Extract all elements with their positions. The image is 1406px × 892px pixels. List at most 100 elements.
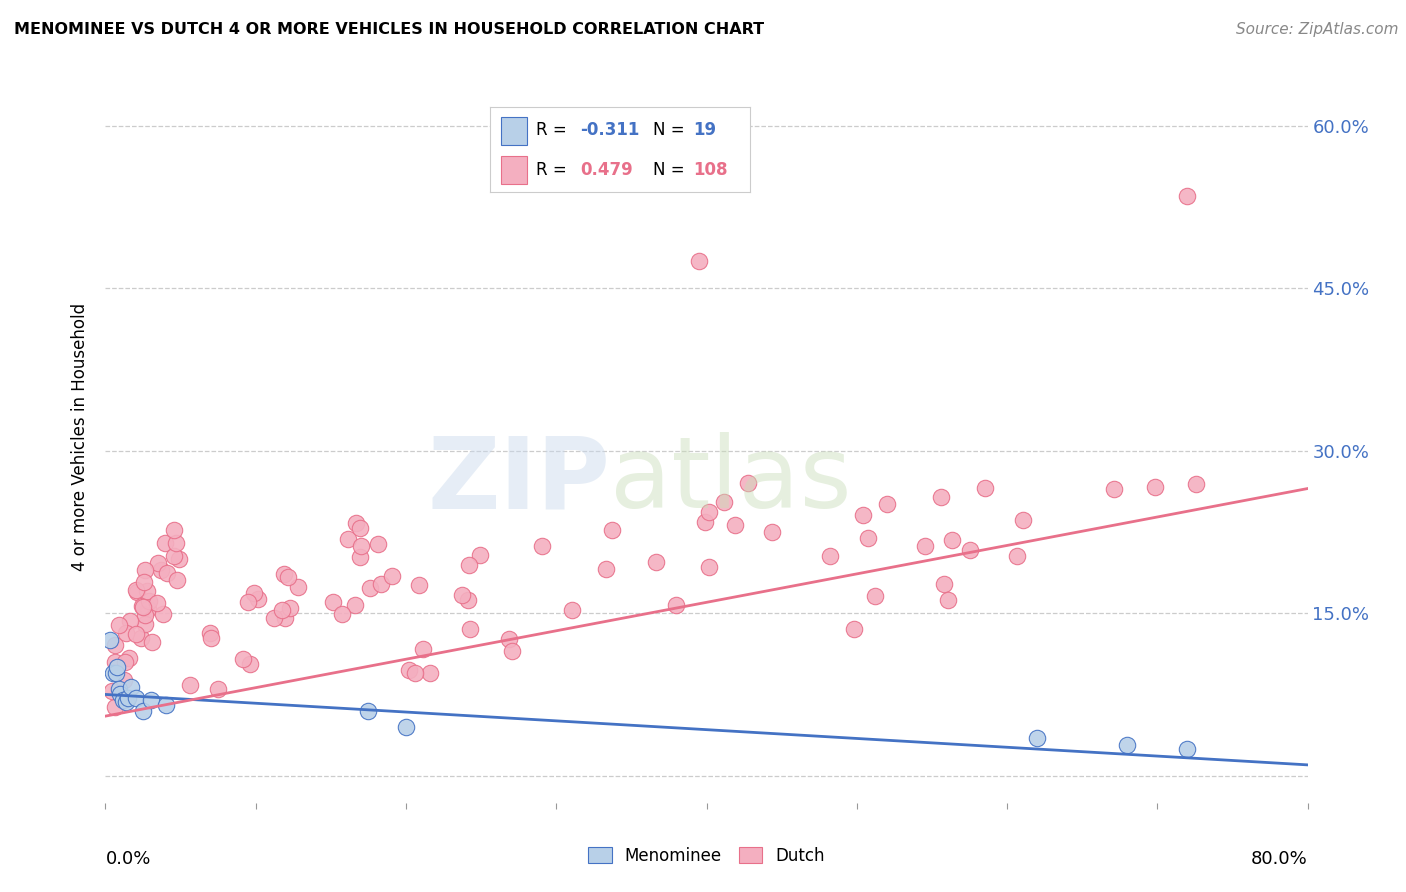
Point: [270, 603, 292, 617]
Point: [498, 632, 520, 647]
Point: [163, 524, 186, 538]
Text: atlas: atlas: [610, 433, 852, 530]
FancyBboxPatch shape: [501, 155, 527, 184]
Point: [287, 580, 309, 594]
Point: [330, 607, 353, 622]
Text: N =: N =: [652, 120, 689, 139]
Point: [1175, 741, 1198, 756]
Y-axis label: 4 or more Vehicles in Household: 4 or more Vehicles in Household: [72, 303, 90, 571]
Point: [458, 623, 481, 637]
Point: [200, 631, 222, 645]
Point: [98, 633, 121, 648]
Point: [936, 593, 959, 607]
Point: [914, 539, 936, 553]
Point: [112, 673, 135, 688]
Point: [139, 693, 162, 707]
Point: [644, 555, 666, 569]
Point: [115, 626, 138, 640]
FancyBboxPatch shape: [501, 117, 527, 145]
Point: [124, 690, 146, 705]
Point: [120, 680, 142, 694]
Point: [107, 660, 129, 674]
Point: [665, 598, 688, 612]
Point: [114, 655, 136, 669]
Point: [112, 693, 135, 707]
Point: [818, 549, 841, 564]
Text: Source: ZipAtlas.com: Source: ZipAtlas.com: [1236, 22, 1399, 37]
Point: [699, 559, 721, 574]
Text: 0.0%: 0.0%: [105, 850, 150, 868]
Point: [1143, 480, 1166, 494]
Point: [1102, 483, 1125, 497]
Point: [132, 704, 155, 718]
Point: [132, 575, 155, 590]
Point: [1184, 477, 1206, 491]
Point: [349, 521, 371, 535]
Point: [120, 614, 142, 628]
Point: [842, 622, 865, 636]
Point: [247, 591, 270, 606]
Point: [165, 536, 187, 550]
Point: [367, 537, 389, 551]
Point: [370, 576, 392, 591]
Point: [934, 577, 956, 591]
Point: [408, 578, 430, 592]
Point: [263, 611, 285, 625]
Point: [155, 698, 177, 713]
Point: [595, 562, 617, 576]
Point: [470, 548, 492, 562]
Point: [239, 657, 262, 672]
Point: [530, 539, 553, 553]
Point: [156, 566, 179, 580]
Point: [232, 652, 254, 666]
Point: [1175, 189, 1198, 203]
Point: [349, 550, 371, 565]
Point: [141, 634, 163, 648]
Text: R =: R =: [536, 161, 572, 178]
Point: [1005, 549, 1028, 564]
Point: [152, 607, 174, 621]
Point: [277, 570, 299, 584]
Point: [863, 589, 886, 603]
Point: [852, 508, 875, 523]
Point: [179, 678, 201, 692]
Point: [125, 627, 148, 641]
Point: [146, 557, 169, 571]
Point: [104, 655, 127, 669]
Text: R =: R =: [536, 120, 572, 139]
Text: 0.479: 0.479: [579, 161, 633, 178]
Point: [412, 641, 434, 656]
Point: [131, 599, 153, 613]
Point: [108, 681, 131, 696]
Point: [359, 581, 381, 595]
Legend: Menominee, Dutch: Menominee, Dutch: [582, 840, 831, 871]
Point: [135, 583, 157, 598]
Point: [1116, 739, 1139, 753]
Point: [451, 588, 474, 602]
Point: [163, 549, 186, 563]
Point: [1026, 731, 1049, 745]
Point: [457, 592, 479, 607]
Point: [761, 524, 783, 539]
Point: [941, 533, 963, 547]
Point: [501, 643, 523, 657]
Point: [278, 601, 301, 615]
Point: [561, 602, 583, 616]
Point: [238, 594, 260, 608]
Point: [104, 665, 127, 680]
Point: [959, 542, 981, 557]
Point: [274, 610, 297, 624]
Text: 19: 19: [693, 120, 716, 139]
Point: [713, 495, 735, 509]
Point: [858, 531, 880, 545]
Text: -0.311: -0.311: [579, 120, 640, 139]
Point: [146, 596, 169, 610]
Point: [876, 497, 898, 511]
Text: 80.0%: 80.0%: [1251, 850, 1308, 868]
Point: [100, 684, 122, 698]
Point: [104, 638, 127, 652]
Point: [398, 663, 420, 677]
Point: [602, 523, 624, 537]
Point: [129, 631, 152, 645]
Text: ZIP: ZIP: [427, 433, 610, 530]
